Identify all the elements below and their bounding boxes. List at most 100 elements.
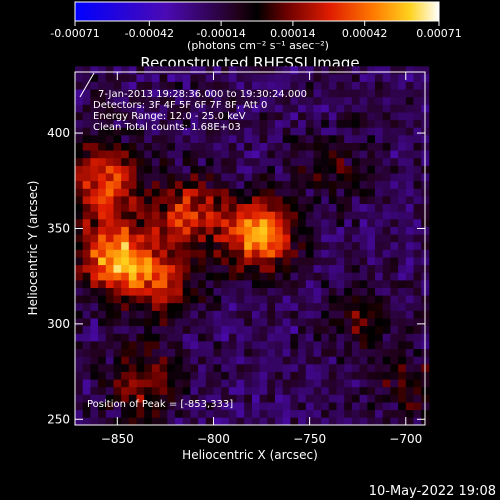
heatmap-cell: [121, 157, 130, 166]
heatmap-cell: [382, 89, 391, 98]
heatmap-cell: [405, 89, 414, 98]
heatmap-cell: [290, 386, 299, 395]
heatmap-cell: [244, 157, 253, 166]
heatmap-cell: [75, 119, 84, 128]
heatmap-cell: [82, 226, 91, 235]
heatmap-cell: [282, 150, 291, 159]
heatmap-cell: [267, 363, 276, 372]
heatmap-cell: [128, 272, 137, 281]
heatmap-cell: [351, 150, 360, 159]
heatmap-cell: [98, 264, 107, 273]
heatmap-cell: [328, 318, 337, 327]
heatmap-cell: [290, 96, 299, 105]
heatmap-cell: [151, 386, 160, 395]
heatmap-cell: [275, 104, 284, 113]
heatmap-cell: [267, 203, 276, 212]
heatmap-cell: [321, 264, 330, 273]
heatmap-cell: [113, 135, 122, 143]
heatmap-cell: [198, 310, 207, 319]
heatmap-cell: [290, 211, 299, 220]
heatmap-cell: [321, 180, 330, 189]
heatmap-cell: [259, 180, 268, 189]
heatmap-cell: [328, 379, 337, 388]
heatmap-cell: [398, 96, 407, 105]
heatmap-cell: [259, 226, 268, 235]
heatmap-cell: [359, 211, 368, 220]
heatmap-cell: [390, 310, 399, 319]
heatmap-cell: [282, 310, 291, 319]
heatmap-cell: [136, 218, 145, 227]
heatmap-cell: [336, 89, 345, 98]
heatmap-cell: [275, 218, 284, 227]
heatmap-cell: [267, 119, 276, 128]
heatmap-cell: [182, 234, 191, 243]
heatmap-cell: [313, 218, 322, 227]
heatmap-cell: [105, 112, 114, 121]
heatmap-cell: [167, 333, 176, 342]
heatmap-cell: [228, 409, 237, 418]
heatmap-cell: [390, 73, 399, 82]
heatmap-cell: [236, 417, 245, 426]
heatmap-cell: [328, 295, 337, 304]
heatmap-cell: [405, 402, 414, 411]
heatmap-cell: [228, 165, 237, 174]
heatmap-cell: [359, 203, 368, 212]
heatmap-cell: [251, 127, 260, 136]
heatmap-cell: [90, 302, 99, 311]
heatmap-cell: [121, 302, 130, 311]
heatmap-cell: [398, 264, 407, 273]
heatmap-cell: [159, 66, 168, 75]
heatmap-cell: [336, 264, 345, 273]
heatmap-cell: [244, 402, 253, 411]
heatmap-cell: [182, 66, 191, 75]
heatmap-cell: [382, 196, 391, 204]
heatmap-cell: [113, 218, 122, 227]
heatmap-cell: [128, 295, 137, 304]
heatmap-cell: [90, 173, 99, 182]
heatmap-cell: [90, 203, 99, 212]
heatmap-cell: [205, 180, 214, 189]
heatmap-cell: [213, 356, 222, 365]
heatmap-cell: [367, 218, 376, 227]
heatmap-cell: [113, 310, 122, 319]
heatmap-cell: [136, 402, 145, 411]
heatmap-cell: [182, 203, 191, 212]
heatmap-cell: [151, 226, 160, 235]
heatmap-cell: [398, 371, 407, 380]
heatmap-cell: [267, 112, 276, 121]
heatmap-cell: [205, 287, 214, 296]
heatmap-cell: [336, 402, 345, 411]
heatmap-cell: [313, 81, 322, 90]
heatmap-cell: [367, 310, 376, 319]
heatmap-cell: [105, 104, 114, 113]
heatmap-cell: [198, 409, 207, 418]
heatmap-cell: [182, 363, 191, 372]
heatmap-cell: [321, 318, 330, 327]
heatmap-cell: [375, 318, 384, 327]
heatmap-cell: [236, 96, 245, 105]
heatmap-cell: [328, 211, 337, 220]
heatmap-cell: [251, 417, 260, 426]
heatmap-cell: [382, 119, 391, 128]
heatmap-cell: [390, 104, 399, 113]
y-axis-label: Heliocentric Y (arcsec): [26, 181, 40, 316]
heatmap-cell: [236, 318, 245, 327]
heatmap-cell: [382, 310, 391, 319]
heatmap-cell: [367, 150, 376, 159]
heatmap-cell: [136, 348, 145, 357]
heatmap-cell: [167, 218, 176, 227]
heatmap-cell: [221, 318, 230, 327]
heatmap-cell: [375, 333, 384, 342]
heatmap-cell: [382, 127, 391, 136]
heatmap-cell: [382, 66, 391, 75]
heatmap-cell: [198, 417, 207, 426]
heatmap-cell: [282, 180, 291, 189]
heatmap-cell: [236, 127, 245, 136]
heatmap-cell: [359, 379, 368, 388]
heatmap-cell: [113, 318, 122, 327]
heatmap-cell: [151, 127, 160, 136]
heatmap-cell: [328, 409, 337, 418]
heatmap-cell: [228, 218, 237, 227]
heatmap-cell: [136, 119, 145, 128]
heatmap-cell: [398, 89, 407, 98]
